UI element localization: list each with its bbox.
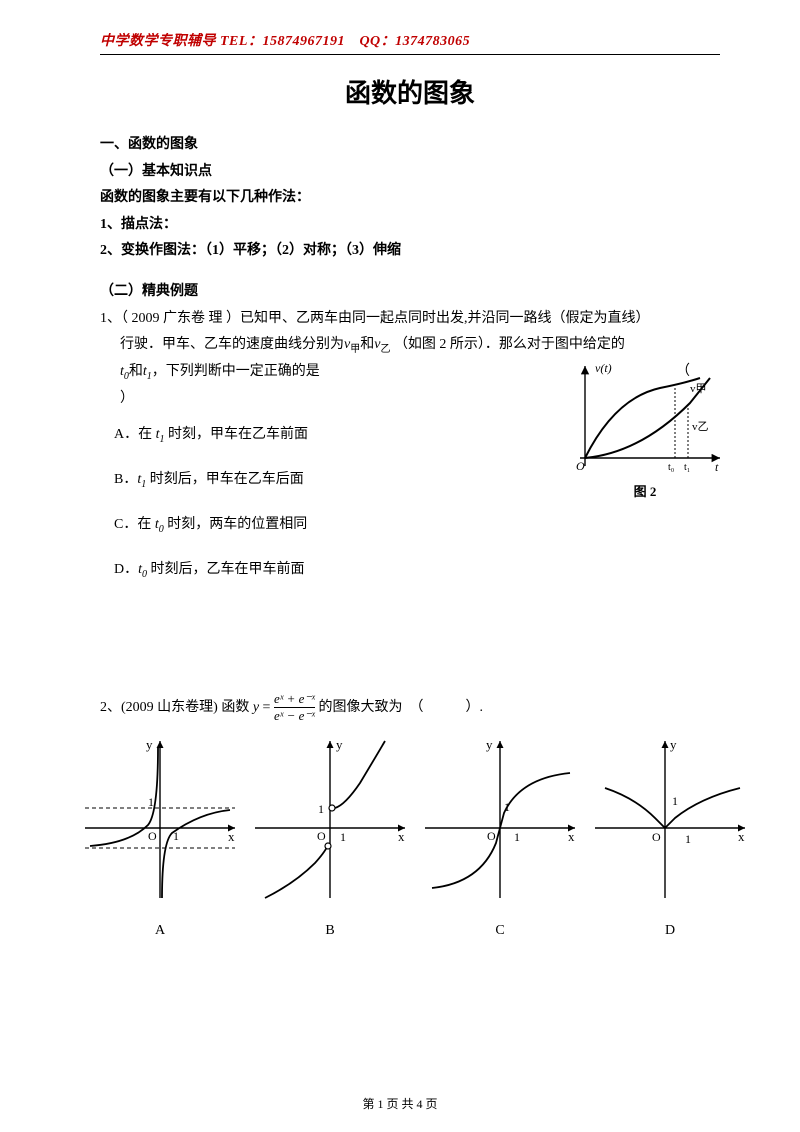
page-title: 函数的图象: [100, 73, 720, 110]
svg-text:1: 1: [340, 830, 346, 844]
svg-text:v甲: v甲: [690, 383, 707, 395]
svg-text:O: O: [148, 829, 157, 843]
figure-2-caption: 图 2: [560, 480, 730, 505]
problem-2: 2、(2009 山东卷理) 函数 y = eˣ + e⁻ˣ eˣ − e⁻ˣ 的…: [100, 692, 720, 724]
p2-num: eˣ + e⁻ˣ: [274, 691, 315, 706]
graph-B: 1 O 1 x y B: [250, 733, 410, 944]
label-D: D: [590, 918, 750, 945]
svg-text:O: O: [576, 459, 585, 473]
svg-text:1: 1: [173, 829, 179, 843]
graphs-row: 1 O 1 x y A 1 O: [80, 733, 750, 944]
p2-suffix: 的图像大致为 （ ）.: [318, 700, 483, 715]
page-footer: 第 1 页 共 4 页: [0, 1095, 800, 1112]
graph-C: 1 O 1 x y C: [420, 733, 580, 944]
figure-2: v(t) t O v甲 v乙 t₀ t₁ 图 2: [560, 358, 730, 505]
t1-sym: t1: [143, 364, 152, 379]
svg-text:y: y: [670, 737, 677, 752]
svg-text:1: 1: [318, 802, 324, 816]
option-C: C．在 t0 时刻，两车的位置相同: [114, 512, 720, 539]
graph-D: 1 O 1 x y D: [590, 733, 750, 944]
svg-text:O: O: [317, 829, 326, 843]
svg-text:y: y: [336, 737, 343, 752]
p2-fraction: eˣ + e⁻ˣ eˣ − e⁻ˣ: [274, 692, 315, 724]
svg-text:1: 1: [148, 795, 154, 809]
problem-1: 1、（ 2009 广东卷 理 ）已知甲、乙两车由同一起点同时出发,并沿同一路线（…: [100, 306, 720, 584]
svg-text:x: x: [228, 829, 235, 844]
svg-text:1: 1: [685, 832, 691, 846]
p2-y: y: [253, 700, 259, 715]
option-D: D．t0 时刻后，乙车在甲车前面: [114, 557, 720, 584]
svg-text:x: x: [738, 829, 745, 844]
svg-text:1: 1: [672, 794, 678, 808]
svg-text:x: x: [398, 829, 405, 844]
svg-text:1: 1: [514, 830, 520, 844]
page-header: 中学数学专职辅导 TEL：15874967191 QQ：1374783065: [100, 30, 720, 55]
p1-line2b: （如图 2 所示）．那么对于图中给定的: [394, 337, 625, 352]
p1-line2: 行驶．甲车、乙车的速度曲线分别为v甲和v乙 （如图 2 所示）．那么对于图中给定…: [100, 332, 720, 359]
method-2: 2、变换作图法：（1）平移；（2）对称；（3）伸缩: [100, 238, 720, 265]
svg-text:t₀: t₀: [668, 462, 675, 473]
svg-text:x: x: [568, 829, 575, 844]
section-1-heading: 一、函数的图象: [100, 132, 720, 159]
svg-text:v乙: v乙: [692, 420, 709, 433]
and-2: 和: [129, 364, 143, 379]
svg-text:v(t): v(t): [595, 361, 612, 375]
svg-text:y: y: [486, 737, 493, 752]
svg-text:O: O: [652, 830, 661, 844]
label-C: C: [420, 918, 580, 945]
p1-line1: 1、（ 2009 广东卷 理 ）已知甲、乙两车由同一起点同时出发,并沿同一路线（…: [100, 306, 720, 333]
v-jia: v甲: [344, 337, 360, 352]
label-A: A: [80, 918, 240, 945]
svg-text:O: O: [487, 829, 496, 843]
svg-text:1: 1: [504, 800, 510, 814]
p1-line2a: 行驶．甲车、乙车的速度曲线分别为: [120, 337, 344, 352]
and-1: 和: [360, 337, 374, 352]
section-1-sub: （一）基本知识点: [100, 159, 720, 186]
method-1: 1、描点法：: [100, 212, 720, 239]
svg-text:t: t: [715, 460, 719, 474]
methods-intro: 函数的图象主要有以下几种作法：: [100, 185, 720, 212]
p2-eq: =: [263, 700, 274, 715]
t0-sym: t0: [120, 364, 129, 379]
section-2-heading: （二）精典例题: [100, 279, 720, 306]
label-B: B: [250, 918, 410, 945]
graph-A: 1 O 1 x y A: [80, 733, 240, 944]
figure-2-svg: v(t) t O v甲 v乙 t₀ t₁: [560, 358, 730, 478]
svg-text:t₁: t₁: [684, 462, 690, 473]
p2-prefix: 2、(2009 山东卷理) 函数: [100, 700, 253, 715]
v-yi: v乙: [374, 337, 390, 352]
svg-text:y: y: [146, 737, 153, 752]
p2-den: eˣ − e⁻ˣ: [274, 708, 315, 723]
p1-line3-tail: ，下列判断中一定正确的是: [152, 364, 320, 379]
